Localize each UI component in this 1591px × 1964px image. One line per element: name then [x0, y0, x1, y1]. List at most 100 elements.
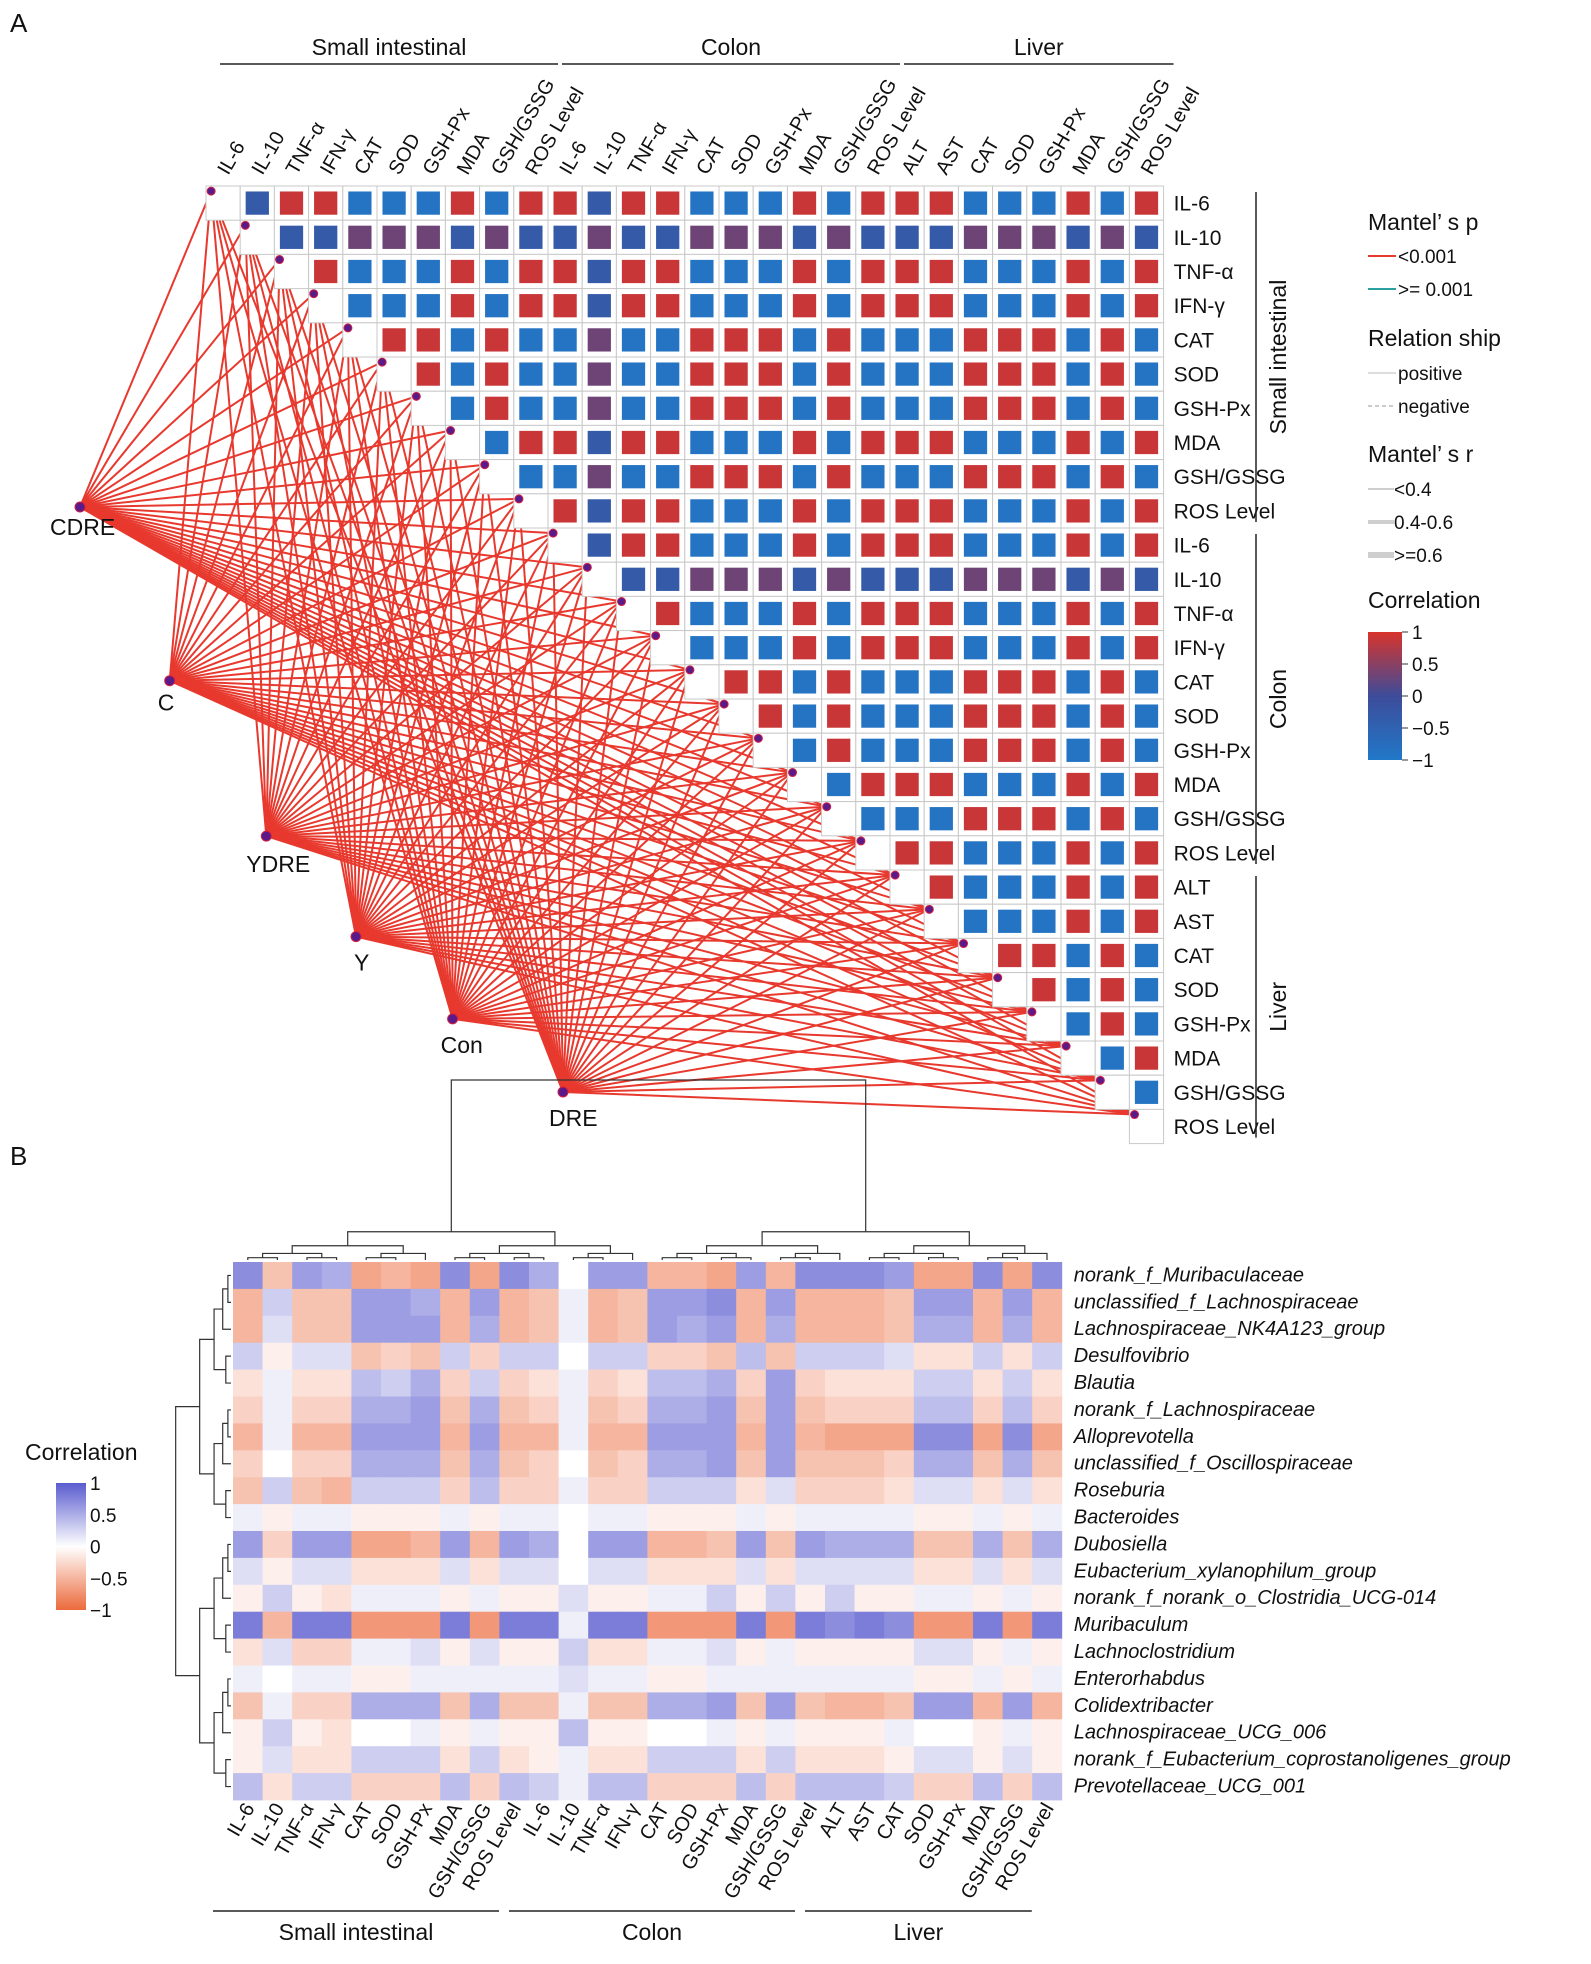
- heat-cell: [795, 1557, 826, 1586]
- corr-square: [416, 191, 440, 215]
- mantel-link: [562, 1010, 1033, 1093]
- corr-square: [963, 772, 988, 797]
- mantel-link: [517, 498, 564, 1093]
- corr-square: [587, 225, 611, 249]
- heat-cell: [854, 1719, 885, 1747]
- heat-cell: [321, 1638, 352, 1666]
- corr-square: [758, 430, 782, 455]
- heat-cell: [558, 1288, 589, 1317]
- corr-square: [861, 533, 885, 557]
- heat-cell: [499, 1369, 530, 1397]
- heat-cell: [558, 1665, 589, 1693]
- column-label: CAT: [966, 134, 1004, 178]
- heat-cell: [558, 1450, 589, 1478]
- heat-cell: [262, 1262, 293, 1290]
- heat-cell: [410, 1719, 441, 1747]
- mantel-link: [244, 225, 454, 1020]
- mantel-link: [265, 600, 623, 837]
- heat-cell: [884, 1557, 915, 1586]
- corr-square: [724, 396, 748, 420]
- corr-square: [621, 225, 646, 249]
- corr-square: [998, 841, 1022, 865]
- heat-cell: [262, 1288, 293, 1317]
- heat-cell: [321, 1584, 352, 1613]
- mantel-link: [278, 259, 454, 1020]
- heat-cell: [825, 1531, 855, 1559]
- mantel-link: [79, 506, 1067, 1048]
- diagonal-node: [651, 631, 661, 641]
- corr-square: [621, 362, 646, 386]
- heat-cell: [499, 1665, 530, 1693]
- corr-square: [416, 225, 440, 249]
- corr-square: [348, 294, 372, 318]
- heat-cell: [854, 1665, 885, 1693]
- legend-title: Relation ship: [1368, 325, 1501, 351]
- heat-cell: [351, 1450, 382, 1478]
- mantel-link: [562, 976, 998, 1093]
- corr-square: [724, 294, 748, 318]
- heat-cell: [292, 1477, 323, 1505]
- heat-cell: [1002, 1638, 1033, 1666]
- heat-cell: [233, 1423, 263, 1451]
- column-label: SOD: [1000, 130, 1041, 179]
- corr-square: [792, 259, 817, 284]
- sample-label: Con: [441, 1032, 483, 1058]
- corr-square: [895, 567, 919, 591]
- corr-square: [1134, 533, 1159, 557]
- heat-cell: [854, 1773, 885, 1801]
- heat-cell: [381, 1719, 411, 1747]
- corr-square: [1032, 465, 1056, 489]
- heat-cell: [765, 1450, 796, 1478]
- heat-cell: [1032, 1396, 1063, 1424]
- heat-cell: [736, 1423, 767, 1451]
- heat-cell: [1032, 1477, 1063, 1505]
- mantel-link: [312, 293, 564, 1093]
- diagonal-node: [993, 973, 1003, 983]
- corr-square: [963, 841, 988, 865]
- heat-cell: [854, 1504, 885, 1532]
- legend-title: Mantel’ s r: [1368, 441, 1474, 467]
- colorbar-label: 1: [1412, 623, 1423, 644]
- heat-cell: [469, 1719, 500, 1747]
- genus-label: Colidextribacter: [1074, 1695, 1214, 1717]
- corr-square: [895, 294, 919, 318]
- heat-cell: [588, 1342, 619, 1370]
- corr-square: [587, 294, 611, 318]
- mantel-link: [244, 225, 357, 937]
- corr-square: [621, 294, 646, 318]
- heat-cell: [854, 1746, 885, 1774]
- column-label: AST: [932, 134, 971, 179]
- corr-square: [1066, 978, 1090, 1002]
- heat-cell: [351, 1746, 382, 1774]
- heat-cell: [499, 1450, 530, 1478]
- corr-square: [827, 670, 851, 694]
- heat-cell: [913, 1396, 944, 1424]
- heat-cell: [617, 1746, 648, 1774]
- corr-square: [1100, 807, 1124, 831]
- heat-cell: [558, 1773, 589, 1801]
- corr-square: [656, 601, 680, 626]
- heat-cell: [469, 1611, 500, 1639]
- mantel-link: [265, 430, 452, 837]
- heat-cell: [469, 1288, 500, 1317]
- heat-cell: [588, 1665, 619, 1693]
- heat-cell: [410, 1396, 441, 1424]
- corr-square: [1032, 499, 1056, 523]
- corr-square: [1032, 328, 1056, 352]
- heat-cell: [943, 1746, 974, 1774]
- corr-square: [1134, 191, 1159, 215]
- row-label: MDA: [1174, 1048, 1221, 1071]
- heat-cell: [588, 1719, 619, 1747]
- corr-square: [998, 294, 1022, 318]
- heat-cell: [440, 1773, 471, 1801]
- heat-cell: [854, 1450, 885, 1478]
- heat-cell: [765, 1342, 796, 1370]
- heat-cell: [913, 1450, 944, 1478]
- corr-square: [1066, 772, 1090, 797]
- sample-label: Y: [354, 950, 369, 976]
- heat-cell: [765, 1369, 796, 1397]
- heat-cell: [943, 1611, 974, 1639]
- dendro-branch: [661, 1257, 693, 1260]
- corr-square: [1066, 533, 1090, 557]
- heat-cell: [736, 1746, 767, 1774]
